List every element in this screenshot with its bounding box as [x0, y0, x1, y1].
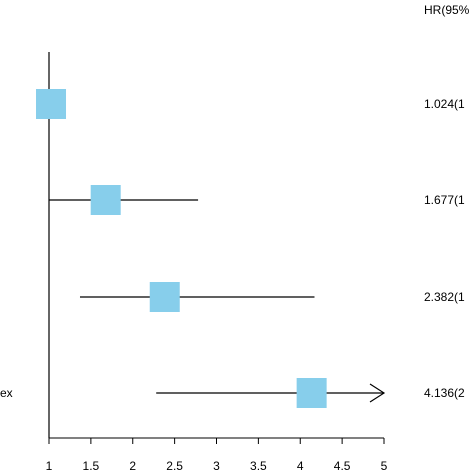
hr-marker — [149, 282, 180, 312]
hr-value-text: 4.136(2 — [424, 386, 465, 400]
forest-row — [79, 282, 315, 312]
ci-arrow — [369, 383, 386, 403]
hr-value-text: 1.024(1 — [424, 97, 465, 111]
x-tick-label: 3.5 — [250, 459, 267, 473]
forest-row — [36, 89, 67, 119]
x-tick-label: 2 — [129, 459, 136, 473]
x-tick-label: 2.5 — [166, 459, 183, 473]
forest-row — [156, 378, 386, 408]
row-label: ex — [0, 386, 13, 400]
x-tick-label: 5 — [381, 459, 388, 473]
hr-value-text: 1.677(1 — [424, 193, 465, 207]
text-layer: HR(95% 1.024(1 1.677(1 2.382(1 4.136(2 ex — [0, 3, 470, 400]
x-tick-label: 1.5 — [83, 459, 100, 473]
axis-layer: 1 1.5 2 2.5 3 3.5 4 4.5 5 — [46, 52, 388, 473]
forest-row — [49, 185, 199, 215]
hr-header: HR(95% — [424, 3, 470, 17]
x-tick-label: 4 — [297, 459, 304, 473]
hr-marker — [36, 89, 67, 119]
x-tick-label: 4.5 — [334, 459, 351, 473]
x-tick-label: 1 — [46, 459, 53, 473]
rows-layer — [36, 89, 386, 408]
x-tick-label: 3 — [213, 459, 220, 473]
hr-marker — [90, 185, 121, 215]
hr-value-text: 2.382(1 — [424, 290, 465, 304]
hr-marker — [296, 378, 327, 408]
